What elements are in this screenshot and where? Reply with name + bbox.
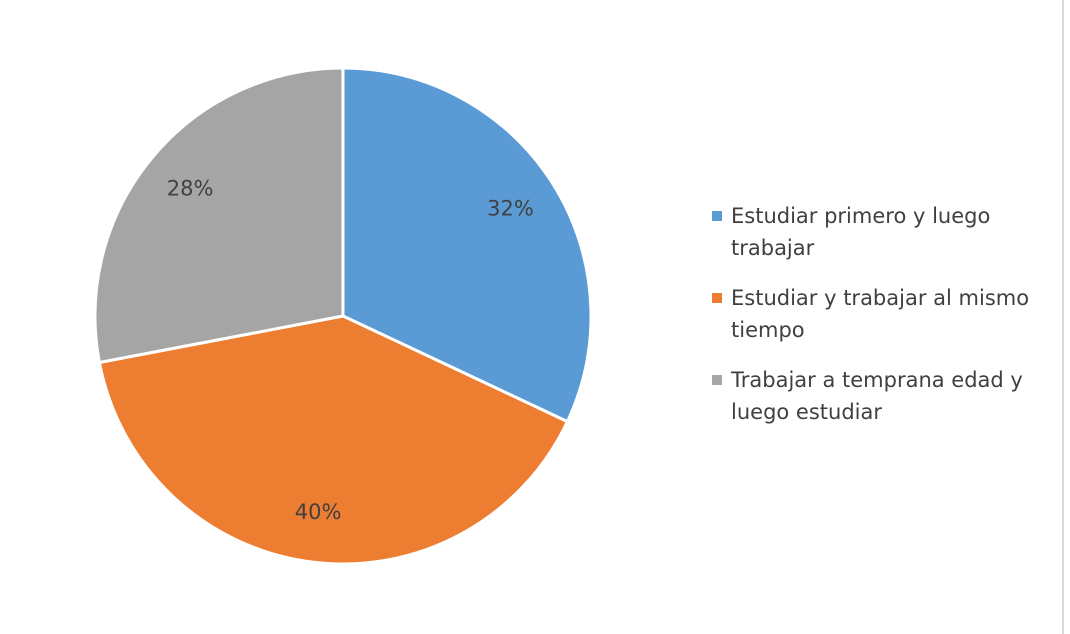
pie-slice [93, 66, 345, 365]
legend-label: Estudiar primero y luego trabajar [731, 204, 991, 260]
legend-item: Estudiar y trabajar al mismo tiempo [712, 282, 1042, 346]
data-label: 28% [167, 177, 214, 201]
pie-slice [97, 314, 570, 566]
legend-swatch [712, 211, 722, 221]
legend-swatch [712, 293, 722, 303]
data-label: 32% [487, 197, 534, 221]
border [1062, 0, 1064, 634]
legend-item: Trabajar a temprana edad y luego estudia… [712, 364, 1042, 428]
legend-label: Estudiar y trabajar al mismo tiempo [731, 286, 1030, 342]
data-label: 40% [295, 500, 342, 524]
pie-slice [341, 66, 593, 424]
legend-swatch [712, 375, 722, 385]
legend-item: Estudiar primero y luego trabajar [712, 200, 1042, 264]
legend-label: Trabajar a temprana edad y luego estudia… [731, 368, 1023, 424]
legend: Estudiar primero y luego trabajar Estudia… [712, 200, 1042, 446]
